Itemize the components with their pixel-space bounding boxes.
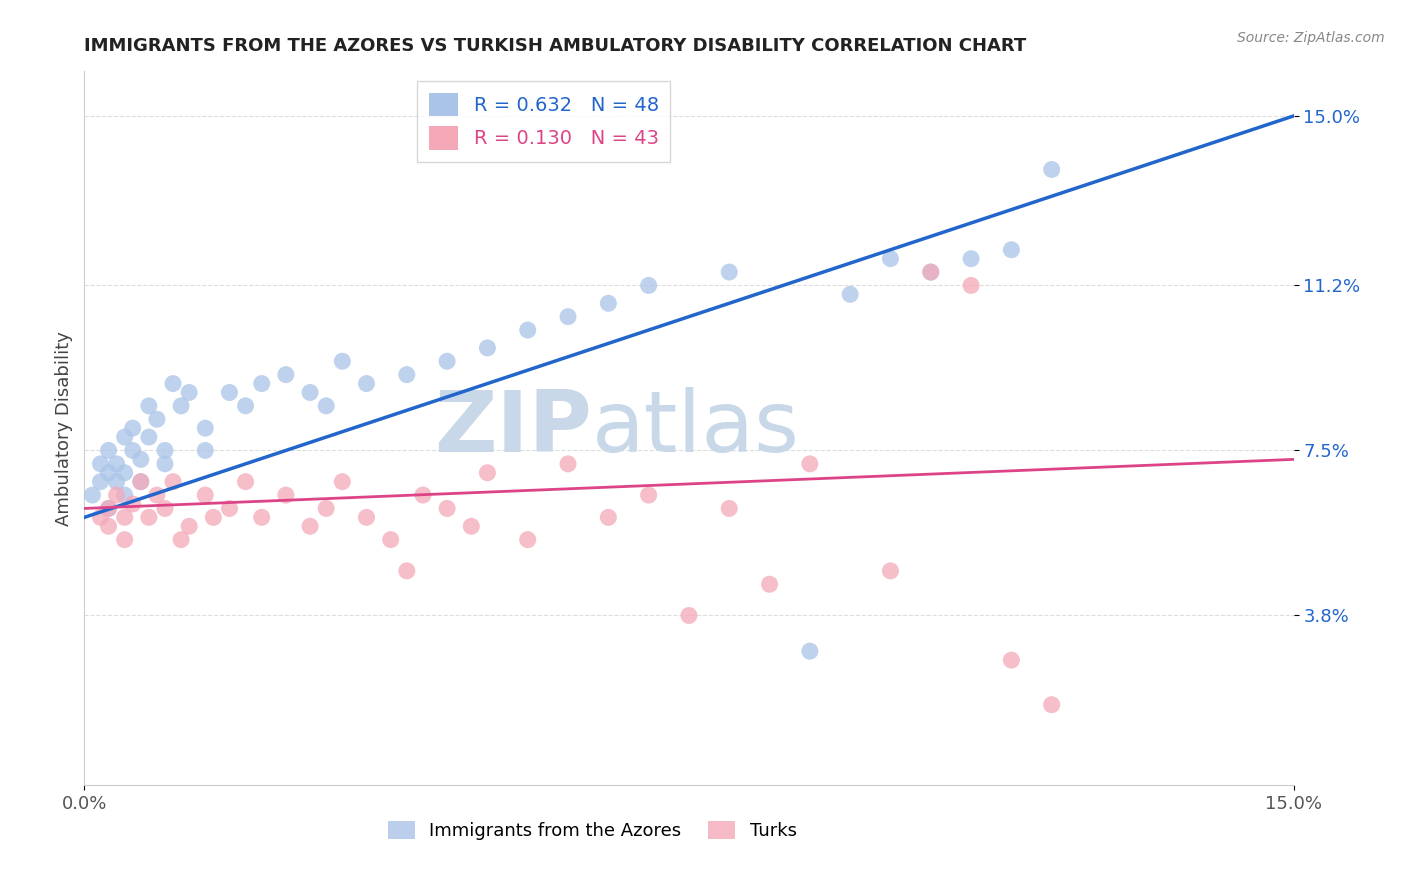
Point bbox=[97, 519, 120, 533]
Point bbox=[477, 341, 499, 355]
Text: IMMIGRANTS FROM THE AZORES VS TURKISH AMBULATORY DISABILITY CORRELATION CHART: IMMIGRANTS FROM THE AZORES VS TURKISH AM… bbox=[84, 37, 1026, 54]
Point bbox=[170, 399, 193, 413]
Point bbox=[330, 475, 353, 489]
Point bbox=[194, 421, 217, 435]
Point bbox=[179, 519, 201, 533]
Point bbox=[97, 501, 120, 516]
Point bbox=[557, 310, 579, 324]
Point bbox=[718, 501, 741, 516]
Point bbox=[395, 564, 418, 578]
Point bbox=[105, 457, 128, 471]
Legend: Immigrants from the Azores, Turks: Immigrants from the Azores, Turks bbox=[381, 814, 804, 847]
Text: Source: ZipAtlas.com: Source: ZipAtlas.com bbox=[1237, 31, 1385, 45]
Point bbox=[114, 466, 136, 480]
Point bbox=[235, 475, 257, 489]
Point bbox=[299, 519, 322, 533]
Point bbox=[299, 385, 322, 400]
Point bbox=[460, 519, 482, 533]
Point bbox=[218, 385, 240, 400]
Point bbox=[89, 475, 111, 489]
Point bbox=[82, 488, 104, 502]
Point bbox=[170, 533, 193, 547]
Point bbox=[799, 644, 821, 658]
Point bbox=[274, 488, 297, 502]
Point bbox=[179, 385, 201, 400]
Point bbox=[315, 501, 337, 516]
Point bbox=[153, 457, 176, 471]
Point bbox=[718, 265, 741, 279]
Point bbox=[799, 457, 821, 471]
Point bbox=[274, 368, 297, 382]
Point bbox=[395, 368, 418, 382]
Point bbox=[598, 296, 620, 310]
Point bbox=[758, 577, 780, 591]
Point bbox=[105, 475, 128, 489]
Point bbox=[194, 488, 217, 502]
Point bbox=[920, 265, 942, 279]
Point bbox=[920, 265, 942, 279]
Point bbox=[356, 376, 378, 391]
Text: atlas: atlas bbox=[592, 386, 800, 470]
Point bbox=[1040, 162, 1063, 177]
Point bbox=[97, 443, 120, 458]
Point bbox=[516, 323, 538, 337]
Y-axis label: Ambulatory Disability: Ambulatory Disability bbox=[55, 331, 73, 525]
Point bbox=[235, 399, 257, 413]
Point bbox=[162, 475, 184, 489]
Point bbox=[1000, 243, 1022, 257]
Point bbox=[121, 421, 143, 435]
Point bbox=[218, 501, 240, 516]
Point bbox=[412, 488, 434, 502]
Point bbox=[879, 252, 901, 266]
Point bbox=[89, 457, 111, 471]
Point bbox=[129, 475, 152, 489]
Point bbox=[121, 497, 143, 511]
Point bbox=[105, 488, 128, 502]
Point bbox=[194, 443, 217, 458]
Point bbox=[678, 608, 700, 623]
Point bbox=[380, 533, 402, 547]
Point bbox=[114, 510, 136, 524]
Point bbox=[146, 488, 169, 502]
Point bbox=[114, 430, 136, 444]
Text: ZIP: ZIP bbox=[434, 386, 592, 470]
Point bbox=[598, 510, 620, 524]
Point bbox=[97, 501, 120, 516]
Point bbox=[960, 278, 983, 293]
Point bbox=[250, 376, 273, 391]
Point bbox=[153, 501, 176, 516]
Point bbox=[879, 564, 901, 578]
Point bbox=[138, 399, 160, 413]
Point bbox=[153, 443, 176, 458]
Point bbox=[138, 430, 160, 444]
Point bbox=[250, 510, 273, 524]
Point bbox=[1040, 698, 1063, 712]
Point bbox=[436, 501, 458, 516]
Point bbox=[121, 443, 143, 458]
Point bbox=[89, 510, 111, 524]
Point bbox=[129, 452, 152, 467]
Point bbox=[315, 399, 337, 413]
Point bbox=[146, 412, 169, 426]
Point bbox=[356, 510, 378, 524]
Point bbox=[1000, 653, 1022, 667]
Point bbox=[436, 354, 458, 368]
Point bbox=[202, 510, 225, 524]
Point bbox=[477, 466, 499, 480]
Point bbox=[557, 457, 579, 471]
Point bbox=[839, 287, 862, 301]
Point bbox=[138, 510, 160, 524]
Point bbox=[330, 354, 353, 368]
Point bbox=[97, 466, 120, 480]
Point bbox=[162, 376, 184, 391]
Point bbox=[114, 488, 136, 502]
Point bbox=[637, 488, 659, 502]
Point bbox=[637, 278, 659, 293]
Point bbox=[114, 533, 136, 547]
Point bbox=[960, 252, 983, 266]
Point bbox=[129, 475, 152, 489]
Point bbox=[516, 533, 538, 547]
